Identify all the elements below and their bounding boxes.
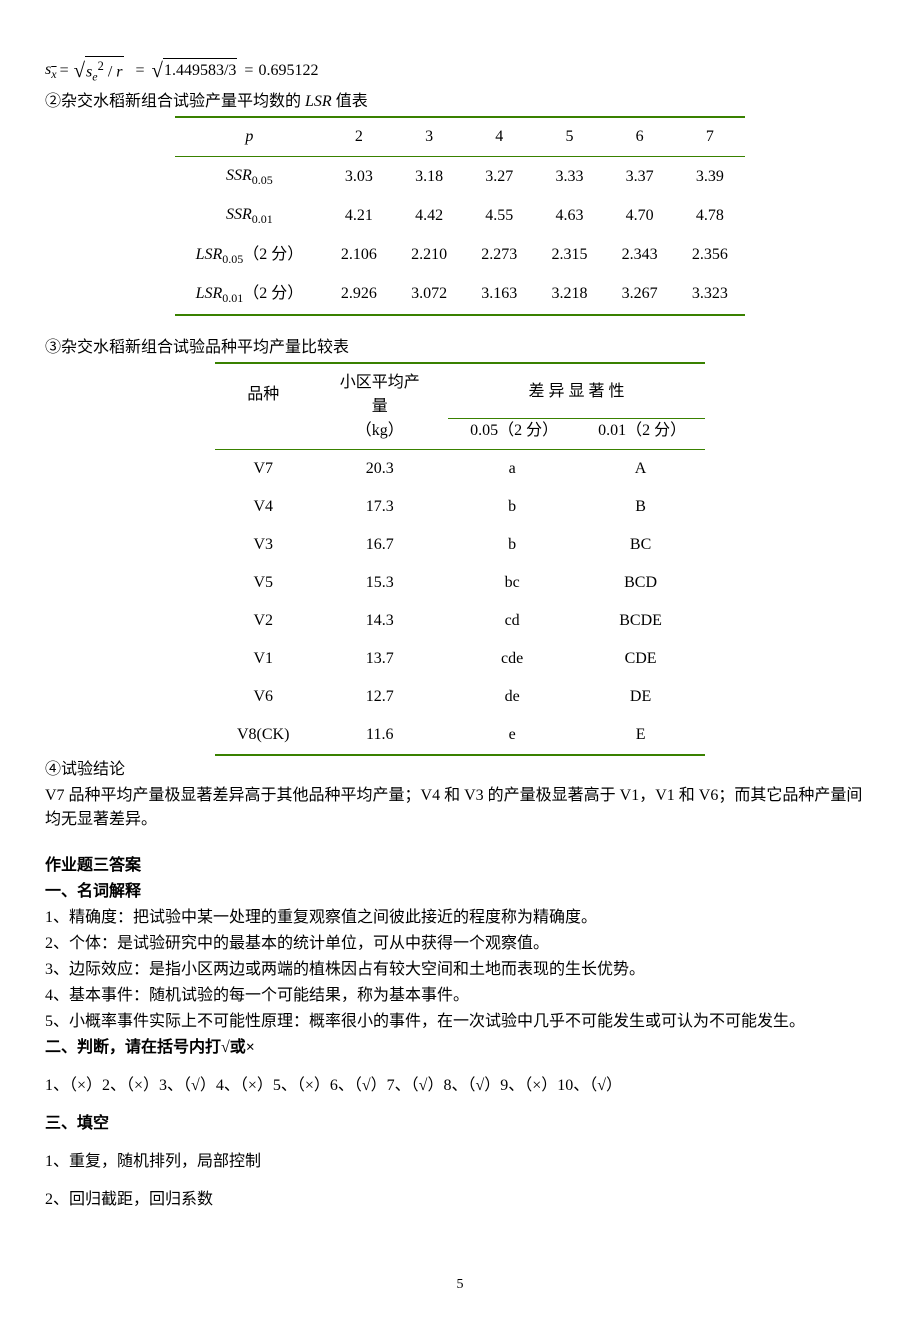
- section-3-title: ③杂交水稻新组合试验品种平均产量比较表: [45, 336, 875, 360]
- homework-title: 作业题三答案: [45, 854, 875, 878]
- formula-lhs: sx: [45, 58, 57, 83]
- term-item: 1、精确度：把试验中某一处理的重复观察值之间彼此接近的程度称为精确度。: [45, 906, 875, 930]
- term-item: 2、个体：是试验研究中的最基本的统计单位，可从中获得一个观察值。: [45, 932, 875, 956]
- section-4-title: ④试验结论: [45, 758, 875, 782]
- col-p: p: [175, 117, 324, 157]
- fill-item: 1、重复，随机排列，局部控制: [45, 1150, 875, 1174]
- conclusion-text: V7 品种平均产量极显著差异高于其他品种平均产量；V4 和 V3 的产量极显著高…: [45, 784, 875, 832]
- section-judge-head: 二、判断，请在括号内打√或×: [45, 1036, 875, 1060]
- formula-result: 0.695122: [258, 59, 318, 83]
- table-row: V214.3cdBCDE: [215, 602, 705, 640]
- table-row: LSR0.01（2 分） 2.926 3.072 3.163 3.218 3.2…: [175, 275, 745, 315]
- page-number: 5: [45, 1214, 875, 1295]
- table-row: LSR0.05（2 分） 2.106 2.210 2.273 2.315 2.3…: [175, 236, 745, 275]
- table-row: SSR0.05 3.03 3.18 3.27 3.33 3.37 3.39: [175, 157, 745, 197]
- table-row: V8(CK)11.6eE: [215, 716, 705, 755]
- section-2-title: ②杂交水稻新组合试验产量平均数的 LSR 值表: [45, 90, 875, 114]
- sqrt-expression-2: √ 1.449583/3: [152, 55, 238, 86]
- table-row: V113.7cdeCDE: [215, 640, 705, 678]
- comparison-table: 品种 小区平均产量 差 异 显 著 性 （kg） 0.05（2 分） 0.01（…: [215, 362, 705, 757]
- table-header-row: （kg） 0.05（2 分） 0.01（2 分）: [215, 419, 705, 450]
- table-row: V515.3bcBCD: [215, 564, 705, 602]
- sqrt-expression-1: √ se2 / r: [74, 55, 124, 86]
- section-terms-head: 一、名词解释: [45, 880, 875, 904]
- table-row: V612.7deDE: [215, 678, 705, 716]
- lsr-table: p 2 3 4 5 6 7 SSR0.05 3.03 3.18 3.27 3.3…: [175, 116, 745, 316]
- term-item: 3、边际效应：是指小区两边或两端的植株因占有较大空间和土地而表现的生长优势。: [45, 958, 875, 982]
- table-row: V720.3aA: [215, 450, 705, 489]
- table-row: V316.7bBC: [215, 526, 705, 564]
- table-header-row: p 2 3 4 5 6 7: [175, 117, 745, 157]
- table-row: V417.3bB: [215, 488, 705, 526]
- table-row: SSR0.01 4.21 4.42 4.55 4.63 4.70 4.78: [175, 196, 745, 235]
- formula-se-mean: sx = √ se2 / r = √ 1.449583/3 = 0.695122: [45, 55, 875, 86]
- term-item: 4、基本事件：随机试验的每一个可能结果，称为基本事件。: [45, 984, 875, 1008]
- table-header-row: 品种 小区平均产量 差 异 显 著 性: [215, 363, 705, 419]
- term-item: 5、小概率事件实际上不可能性原理：概率很小的事件，在一次试验中几乎不可能发生或可…: [45, 1010, 875, 1034]
- judge-answers: 1、（×）2、（×）3、（√）4、（×）5、（×）6、（√）7、（√）8、（√）…: [45, 1074, 875, 1098]
- section-fill-head: 三、填空: [45, 1112, 875, 1136]
- fill-item: 2、回归截距，回归系数: [45, 1188, 875, 1212]
